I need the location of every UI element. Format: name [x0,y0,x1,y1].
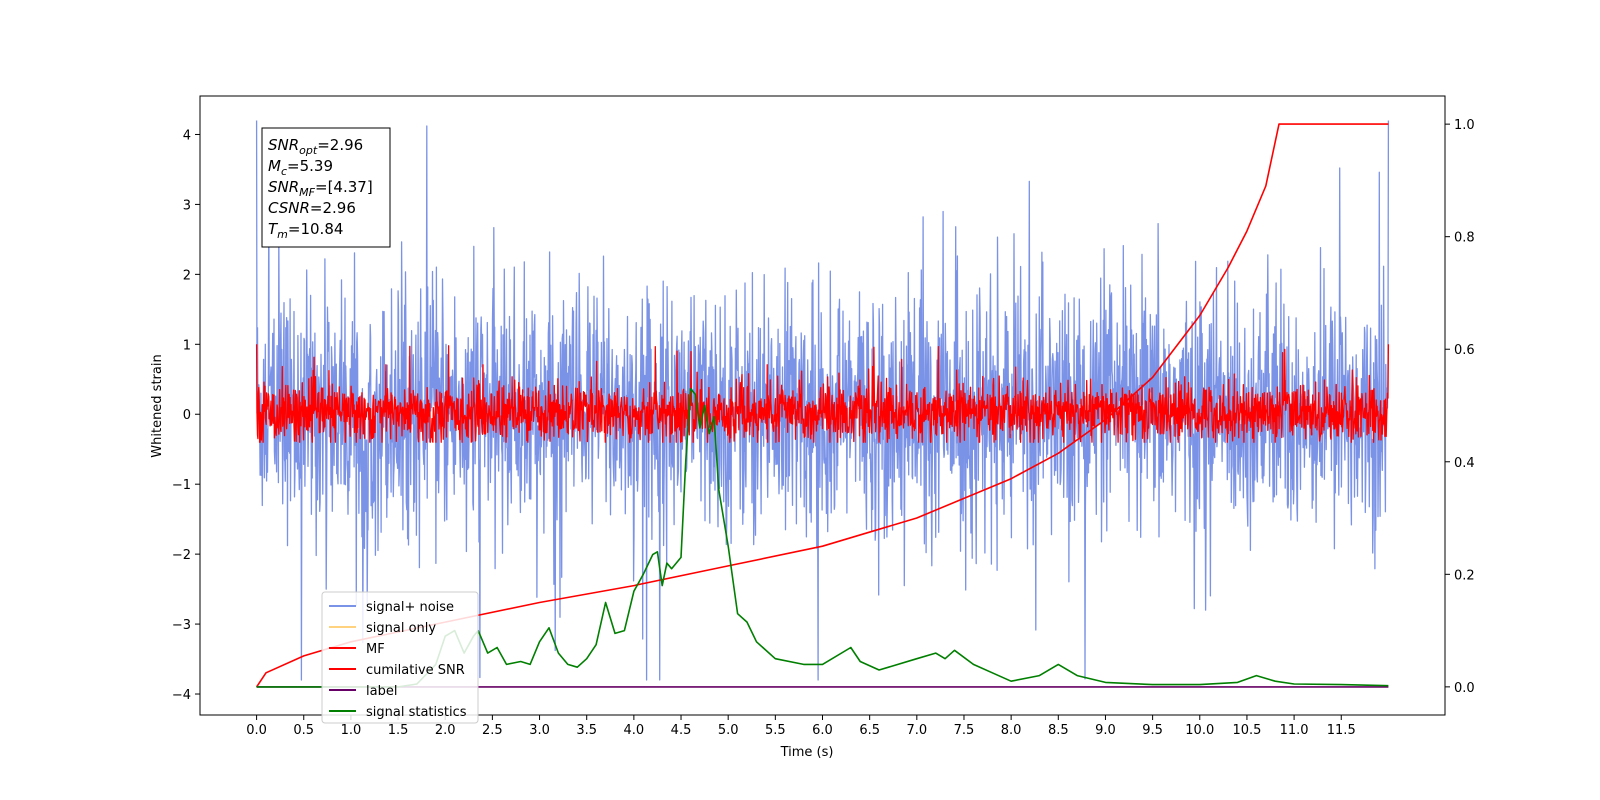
x-tick-label: 5.5 [765,723,786,738]
legend-label: MF [366,642,385,657]
annotation-frame [261,127,391,248]
x-tick-label: 8.5 [1048,723,1069,738]
legend: signal+ noise signal only MF cumilative SNR… [321,591,479,724]
x-tick-label: 4.0 [624,723,645,738]
y2-tick-label: 0.2 [1454,568,1475,583]
y-axis-right: 1.0 0.8 0.6 0.4 0.2 0.0 [1445,118,1475,696]
x-tick-label: 10.5 [1232,723,1261,738]
x-axis-label: Time (s) [780,745,834,760]
x-tick-label: 3.0 [529,723,550,738]
y2-tick-label: 0.4 [1454,456,1475,471]
x-tick-label: 2.5 [482,723,503,738]
y-axis-label: Whitened strain [150,354,165,457]
x-tick-label: 3.5 [576,723,597,738]
y2-tick-label: 0.8 [1454,231,1475,246]
y-tick-label: 0 [183,408,191,423]
legend-frame [321,591,479,724]
annotation-line: SNRopt=2.96 [268,136,363,157]
legend-label: signal only [366,621,436,636]
y-tick-label: 1 [183,338,191,353]
y-tick-label: −1 [172,478,191,493]
y2-tick-label: 0.0 [1454,681,1475,696]
annotation-line: CSNR=2.96 [268,199,356,217]
annotation-line: Mc=5.39 [268,157,333,178]
series-mf-line [255,344,1390,443]
y-tick-label: 2 [183,268,191,283]
x-tick-label: 0.5 [293,723,314,738]
y-tick-label: 4 [183,128,191,143]
x-tick-label: 9.5 [1142,723,1163,738]
legend-label: label [366,684,397,699]
annotation-line: SNRMF=[4.37] [268,178,373,199]
x-tick-label: 1.0 [341,723,362,738]
x-tick-label: 2.0 [435,723,456,738]
x-tick-label: 7.0 [906,723,927,738]
y2-tick-label: 1.0 [1454,118,1475,133]
y-tick-label: 3 [183,198,191,213]
x-axis: 0.0 0.5 1.0 1.5 2.0 2.5 3.0 3.5 4.0 4.5 5.0 5.5 6.0 6… [246,715,1356,738]
x-tick-label: 1.5 [388,723,409,738]
y-tick-label: −4 [172,688,191,703]
y-tick-label: −2 [172,548,191,563]
y2-tick-label: 0.6 [1454,343,1475,358]
x-tick-label: 11.0 [1280,723,1309,738]
x-tick-label: 8.0 [1001,723,1022,738]
annotation-line: Tm=10.84 [268,220,343,241]
x-tick-label: 0.0 [246,723,267,738]
x-tick-label: 10.0 [1185,723,1214,738]
y-axis-left: 4 3 2 1 0 −1 −2 −3 −4 [172,128,200,703]
x-tick-label: 7.5 [954,723,975,738]
x-tick-label: 11.5 [1327,723,1356,738]
legend-label: cumilative SNR [366,663,465,678]
series-signal-noise-line [255,120,1390,681]
x-tick-label: 5.0 [718,723,739,738]
x-tick-label: 6.5 [859,723,880,738]
legend-label: signal statistics [366,705,467,720]
legend-label: signal+ noise [366,600,454,615]
x-tick-label: 9.0 [1095,723,1116,738]
y-tick-label: −3 [172,618,191,633]
series-signal-statistics-line [256,387,1389,688]
x-tick-label: 6.0 [812,723,833,738]
x-tick-label: 4.5 [671,723,692,738]
